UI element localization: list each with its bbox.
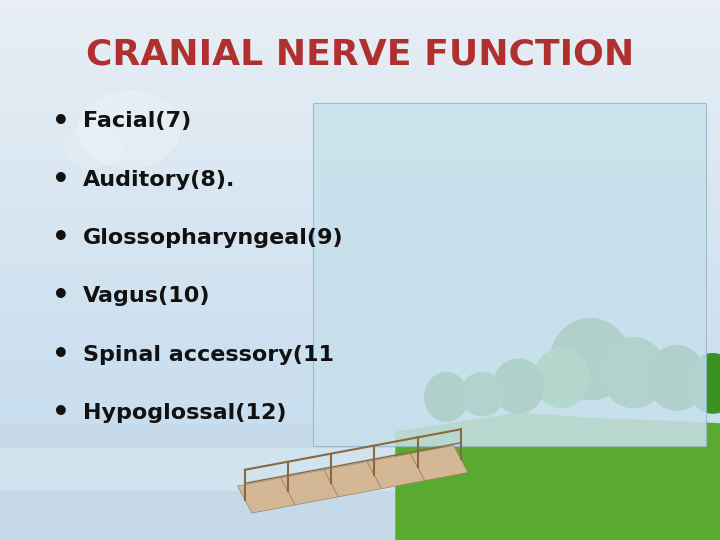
Text: Hypoglossal(12): Hypoglossal(12) [83, 403, 287, 423]
Polygon shape [396, 413, 720, 540]
Text: •: • [53, 166, 70, 194]
FancyBboxPatch shape [313, 103, 706, 446]
Polygon shape [688, 354, 720, 413]
Polygon shape [410, 446, 468, 481]
Text: Spinal accessory(11: Spinal accessory(11 [83, 345, 334, 365]
Polygon shape [281, 470, 338, 505]
Text: •: • [53, 399, 70, 427]
Polygon shape [425, 373, 468, 421]
Text: Vagus(10): Vagus(10) [83, 286, 210, 307]
Polygon shape [534, 348, 589, 408]
Text: •: • [53, 107, 70, 136]
Polygon shape [461, 373, 504, 416]
Text: Glossopharyngeal(9): Glossopharyngeal(9) [83, 228, 343, 248]
Polygon shape [79, 92, 180, 167]
FancyBboxPatch shape [0, 448, 720, 491]
FancyBboxPatch shape [0, 424, 720, 540]
Polygon shape [648, 346, 706, 410]
Text: Auditory(8).: Auditory(8). [83, 170, 235, 190]
Polygon shape [65, 124, 122, 167]
Polygon shape [367, 454, 425, 489]
Text: •: • [53, 341, 70, 369]
Polygon shape [324, 462, 382, 497]
Polygon shape [551, 319, 630, 400]
Text: •: • [53, 224, 70, 252]
Polygon shape [238, 478, 295, 513]
Text: Facial(7): Facial(7) [83, 111, 191, 132]
Polygon shape [493, 359, 544, 413]
Polygon shape [601, 338, 666, 408]
Text: CRANIAL NERVE FUNCTION: CRANIAL NERVE FUNCTION [86, 38, 634, 72]
Text: •: • [53, 282, 70, 310]
